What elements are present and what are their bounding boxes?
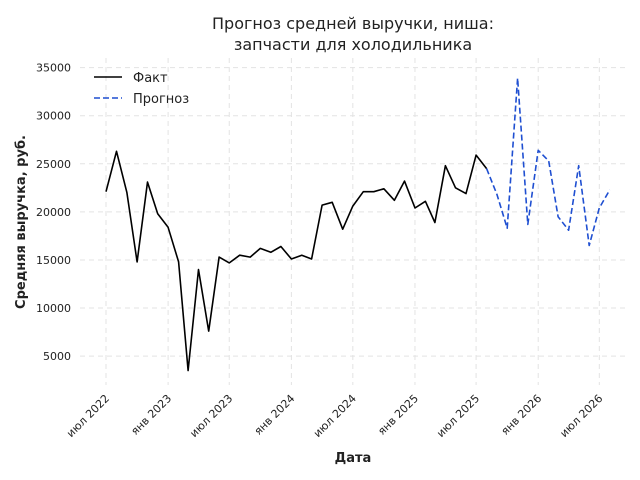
legend-label: Прогноз bbox=[133, 92, 189, 107]
x-axis-label: Дата bbox=[335, 451, 372, 466]
actual-series-line bbox=[105, 150, 488, 372]
chart-title: Прогноз средней выручки, ниша: запчасти д… bbox=[212, 14, 494, 54]
y-tick-label: 25000 bbox=[36, 158, 71, 171]
x-tick-label: июл 2024 bbox=[311, 392, 359, 440]
y-tick-label: 10000 bbox=[36, 302, 71, 315]
legend: Факт Прогноз bbox=[94, 71, 189, 107]
grid bbox=[80, 58, 625, 385]
x-tick-label: янв 2025 bbox=[375, 392, 421, 438]
x-tick-label: июл 2025 bbox=[434, 392, 482, 440]
y-tick-label: 30000 bbox=[36, 110, 71, 123]
x-tick-label: янв 2024 bbox=[252, 392, 298, 438]
y-axis: 5000 10000 15000 20000 25000 30000 35000 bbox=[36, 62, 71, 364]
chart-title-line: запчасти для холодильника bbox=[234, 35, 472, 54]
x-axis: июл 2022 янв 2023 июл 2023 янв 2024 июл 2024… bbox=[64, 392, 605, 440]
y-tick-label: 20000 bbox=[36, 206, 71, 219]
y-tick-label: 35000 bbox=[36, 62, 71, 75]
legend-label: Факт bbox=[133, 71, 168, 86]
x-tick-label: янв 2026 bbox=[499, 392, 545, 438]
x-tick-label: янв 2023 bbox=[128, 392, 174, 438]
y-axis-label: Средняя выручка, руб. bbox=[14, 135, 29, 309]
chart-title-line: Прогноз средней выручки, ниша: bbox=[212, 14, 494, 33]
x-tick-label: июл 2026 bbox=[557, 392, 605, 440]
y-tick-label: 15000 bbox=[36, 254, 71, 267]
x-tick-label: июл 2022 bbox=[64, 392, 112, 440]
y-tick-label: 5000 bbox=[43, 350, 71, 363]
forecast-series-line bbox=[485, 77, 611, 247]
x-tick-label: июл 2023 bbox=[187, 392, 235, 440]
plot-area bbox=[105, 77, 611, 372]
